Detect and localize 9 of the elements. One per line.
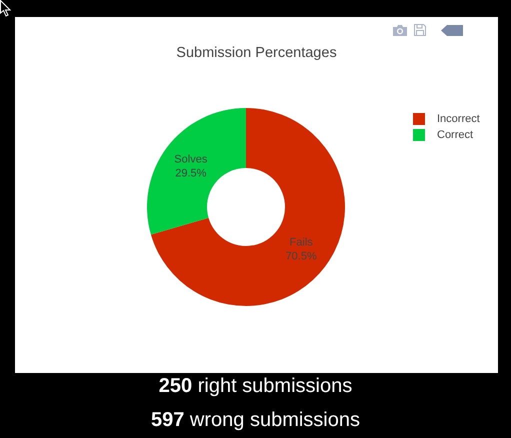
- chart-title: Submission Percentages: [175, 45, 338, 61]
- donut-slice: [150, 108, 345, 306]
- legend-label: Correct: [437, 129, 474, 141]
- text: 250 right submissions: [158, 375, 352, 397]
- data-label: Fails 70.5%: [286, 236, 317, 262]
- data-label: Solves 29.5%: [174, 154, 208, 180]
- text: 597 wrong submissions: [151, 409, 360, 431]
- donut-slice: [147, 108, 246, 235]
- legend-label: Incorrect: [437, 113, 480, 125]
